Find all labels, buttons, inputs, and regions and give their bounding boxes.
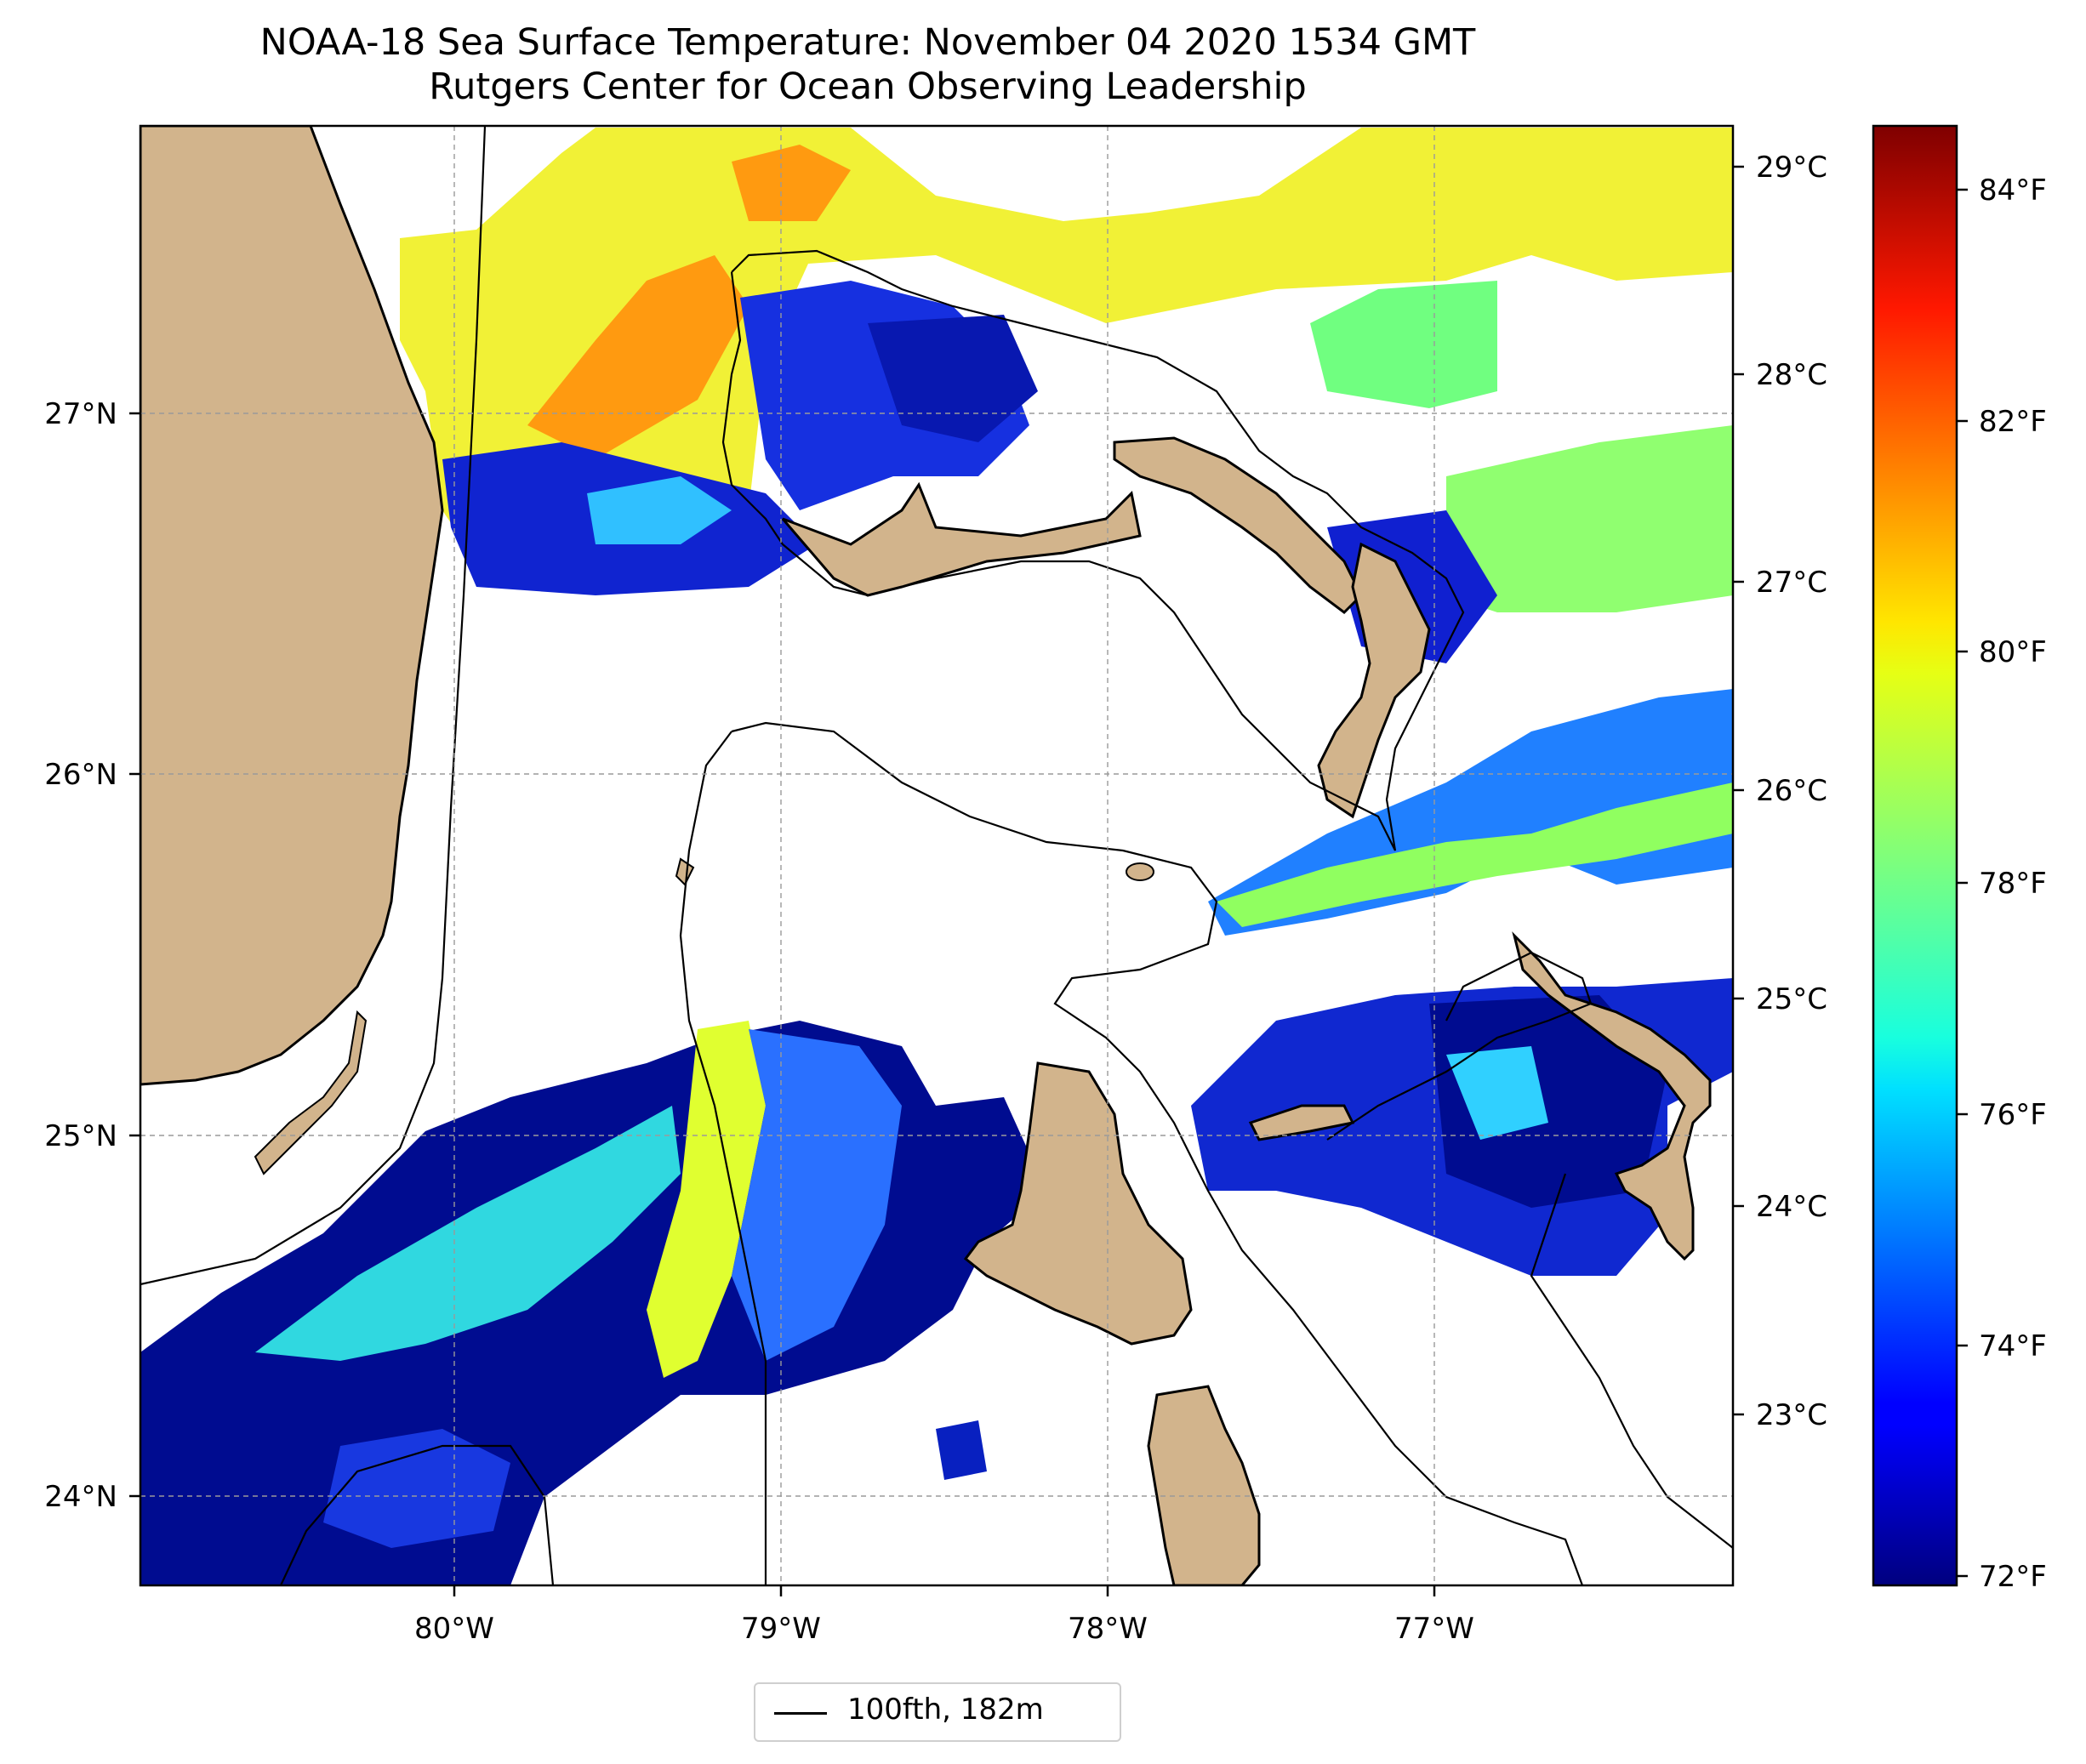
lat-tick-label: 26°N (44, 758, 117, 792)
sst-patch-darkblue-sw (140, 1021, 1046, 1585)
celsius-tick-label: 25°C (1756, 982, 1827, 1016)
fahrenheit-tick-label: 76°F (1979, 1098, 2047, 1132)
plot-frame (139, 124, 1735, 1587)
islet-center (1126, 862, 1154, 881)
sst-patch-cyan-se (1446, 1046, 1548, 1140)
lat-tick-marks (129, 412, 140, 1498)
lon-tick-label: 77°W (1394, 1612, 1474, 1646)
grand-bahama-east (1113, 436, 1363, 614)
andros (963, 1061, 1193, 1346)
sst-patch-darkblue-se (1429, 995, 1667, 1208)
sst-patch-green-band (1217, 782, 1733, 927)
isobath-gbb-west (679, 731, 767, 1585)
isobath-lbb (721, 249, 1465, 851)
sst-patch-blue-small (936, 1420, 987, 1480)
isobath-contours (140, 126, 1733, 1585)
sst-patch-yellow-sw (647, 1021, 766, 1378)
andros-south (1147, 1385, 1261, 1585)
sst-patch-darkblue-lbb (868, 315, 1038, 442)
sst-patch-orange-2 (732, 145, 851, 221)
lon-tick-marks (453, 1585, 1436, 1596)
celsius-tick-label: 28°C (1756, 358, 1827, 392)
isobath-south (280, 1444, 555, 1585)
fahrenheit-tick-label: 74°F (1979, 1329, 2047, 1363)
sst-patch-cyan-nw (587, 476, 732, 544)
chart-title: NOAA-18 Sea Surface Temperature: Novembe… (259, 21, 1476, 64)
isobath-gbb (731, 721, 1584, 1585)
eleuthera (1512, 931, 1712, 1261)
isobath-tongue (1326, 951, 1593, 1141)
legend-line-swatch (774, 1712, 827, 1715)
celsius-tick-label: 24°C (1756, 1190, 1827, 1224)
fahrenheit-tick-label: 72°F (1979, 1560, 2047, 1594)
fahrenheit-tick-label: 78°F (1979, 867, 2047, 901)
celsius-tick-marks (1733, 165, 1744, 1416)
chart-subtitle: Rutgers Center for Ocean Observing Leade… (429, 65, 1307, 108)
isobath-exuma (1530, 1173, 1733, 1549)
sst-patch-green-e (1446, 425, 1733, 612)
celsius-tick-label: 27°C (1756, 566, 1827, 600)
celsius-tick-label: 29°C (1756, 151, 1827, 185)
sst-patch-mid-sw (323, 1429, 510, 1548)
abaco (1317, 542, 1431, 819)
lon-tick-label: 80°W (414, 1612, 494, 1646)
sst-patch-orange (527, 255, 749, 459)
fahrenheit-tick-label: 84°F (1979, 174, 2047, 208)
lon-tick-label: 78°W (1068, 1612, 1148, 1646)
colorbar (1872, 124, 1958, 1587)
gridlines (140, 126, 1733, 1585)
lat-tick-label: 27°N (44, 397, 117, 431)
sst-field (140, 128, 1733, 1585)
florida-land (140, 126, 444, 1086)
sst-patch-green-ne (1310, 281, 1497, 408)
fahrenheit-tick-label: 82°F (1979, 405, 2047, 439)
celsius-tick-label: 26°C (1756, 774, 1827, 808)
land (140, 126, 1712, 1585)
sst-patch-warm-north (400, 128, 1733, 561)
legend-label: 100fth, 182m (847, 1693, 1044, 1727)
fahrenheit-tick-marks (1957, 188, 1968, 1578)
bimini (675, 857, 695, 886)
florida-keys (254, 1010, 368, 1175)
sst-patch-cyan-sw (255, 1106, 681, 1361)
legend: 100fth, 182m (754, 1682, 1121, 1742)
celsius-tick-label: 23°C (1756, 1398, 1827, 1432)
fahrenheit-tick-label: 80°F (1979, 635, 2047, 669)
grand-bahama (781, 481, 1142, 597)
lat-tick-label: 25°N (44, 1119, 117, 1153)
isobath-florida (140, 126, 487, 1286)
lon-tick-label: 79°W (741, 1612, 821, 1646)
sst-patch-blue-sw (732, 1029, 902, 1361)
lat-tick-label: 24°N (44, 1480, 117, 1514)
